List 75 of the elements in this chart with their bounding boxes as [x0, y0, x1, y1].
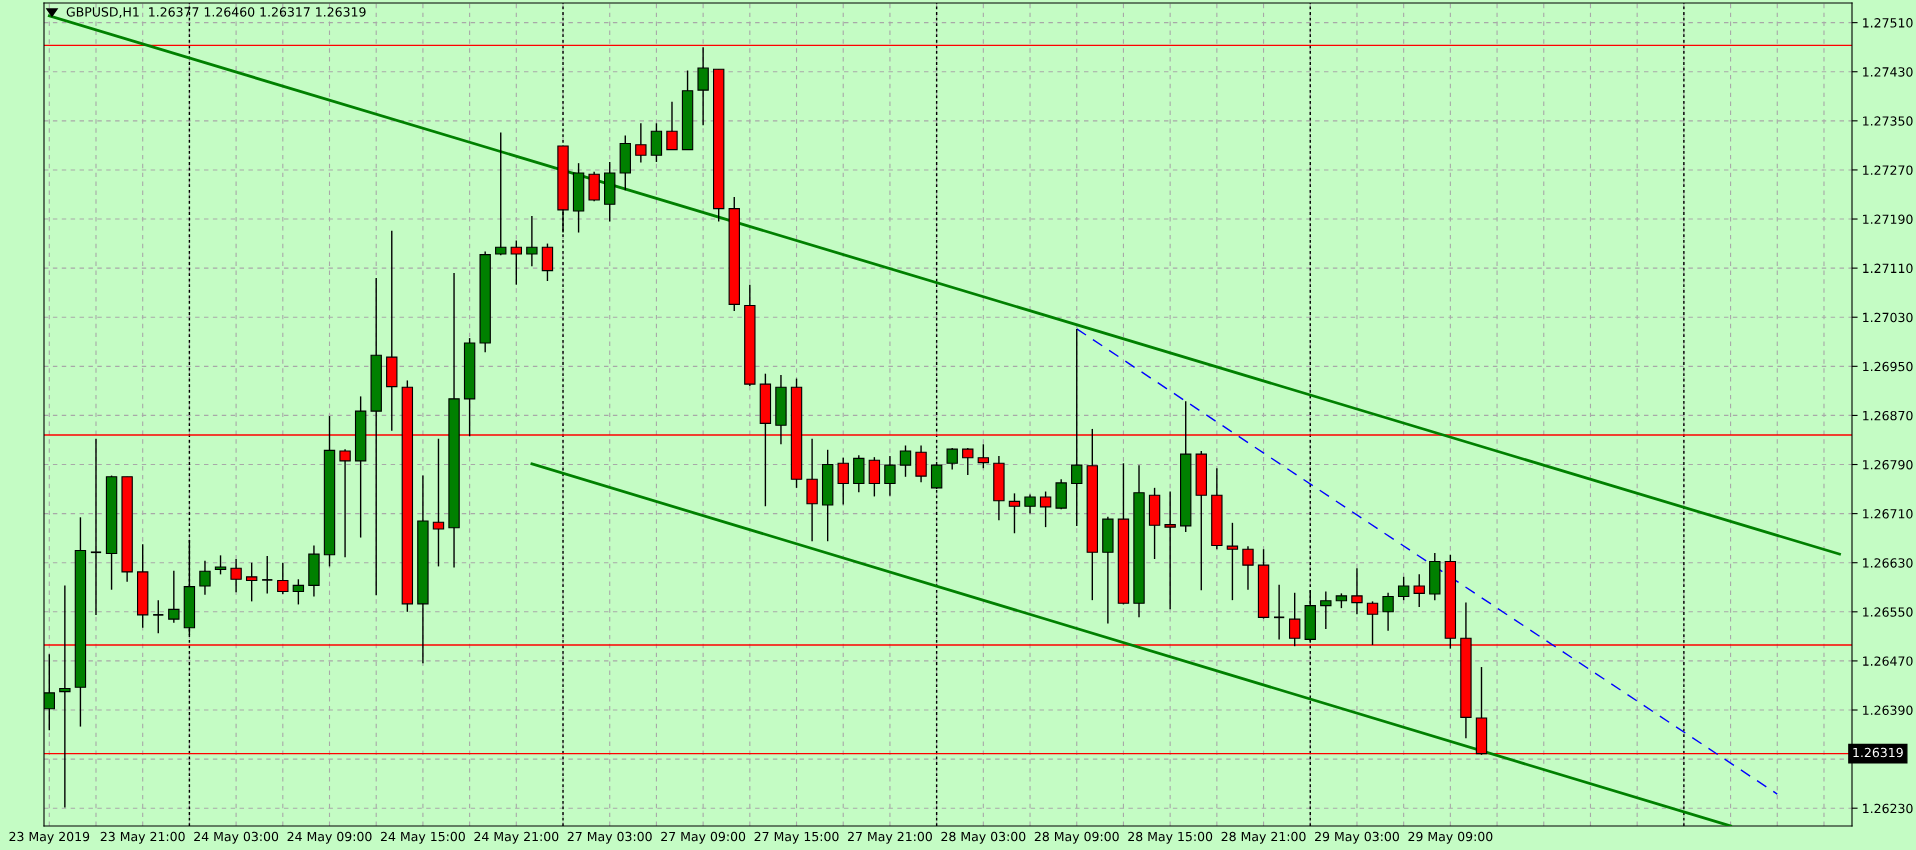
candlestick: [214, 554, 227, 576]
x-tick-label: 28 May 15:00: [1128, 831, 1213, 844]
x-tick-label: 28 May 21:00: [1221, 831, 1306, 844]
y-tick-label: 1.26470: [1863, 656, 1913, 666]
y-tick-label: 1.26550: [1863, 607, 1913, 617]
y-tick-label: 1.26950: [1863, 361, 1913, 372]
candlestick: [261, 555, 274, 595]
x-tick-label: 27 May 15:00: [754, 831, 839, 844]
candlestick: [946, 447, 958, 471]
ref-line-label: 1.26319: [1853, 747, 1903, 758]
candlestick: [90, 438, 102, 616]
candlestick: [1039, 490, 1052, 528]
candlestick: [915, 444, 927, 484]
candlestick: [1351, 567, 1363, 615]
y-tick-label: 1.27510: [1863, 18, 1913, 28]
y-tick-label: 1.26390: [1863, 705, 1913, 715]
candlestick: [59, 584, 71, 809]
candlestick: [230, 558, 242, 593]
candlestick: [277, 562, 289, 595]
x-tick-label: 24 May 21:00: [474, 831, 559, 844]
y-tick-label: 1.27110: [1863, 263, 1913, 274]
x-tick-label: 24 May 15:00: [380, 831, 465, 844]
candlestick: [868, 456, 881, 498]
candlestick: [697, 46, 709, 126]
candlestick: [432, 438, 445, 568]
candlestick: [1242, 545, 1254, 591]
y-tick-label: 1.26630: [1863, 558, 1913, 568]
x-tick-label: 27 May 21:00: [847, 831, 932, 844]
candlestick: [635, 122, 647, 164]
chart-title: GBPUSD,H1 1.26377 1.26460 1.26317 1.26319: [66, 7, 366, 18]
x-tick-label: 23 May 2019: [9, 831, 90, 844]
y-tick-label: 1.26710: [1863, 509, 1913, 519]
candlestick: [245, 562, 258, 603]
x-tick-label: 27 May 09:00: [661, 831, 746, 844]
x-tick-label: 23 May 21:00: [100, 831, 185, 844]
candlestick: [526, 215, 538, 267]
candlestick: [1164, 490, 1176, 611]
candlestick: [1226, 522, 1239, 601]
candlestick: [339, 448, 351, 558]
y-tick-label: 1.27190: [1863, 214, 1913, 224]
candlestick: [152, 599, 165, 634]
candlestick: [962, 447, 974, 476]
candlestick: [1413, 573, 1425, 608]
candlestick: [1024, 493, 1036, 515]
y-tick-label: 1.26870: [1863, 410, 1913, 421]
y-tick-label: 1.27430: [1863, 67, 1913, 77]
x-tick-label: 24 May 03:00: [194, 831, 279, 844]
candlestick: [199, 560, 211, 596]
y-tick-label: 1.27270: [1863, 165, 1913, 175]
candlestick: [1071, 328, 1083, 527]
x-tick-label: 24 May 09:00: [287, 831, 372, 844]
candlestick: [1320, 590, 1332, 630]
candlestick: [666, 101, 678, 151]
candlestick: [292, 578, 305, 606]
candlestick: [977, 443, 990, 469]
candlestick: [495, 131, 507, 256]
y-tick-label: 1.26230: [1863, 803, 1913, 814]
y-tick-label: 1.26790: [1863, 459, 1913, 470]
candlestick: [1382, 592, 1394, 632]
x-tick-label: 29 May 09:00: [1408, 831, 1493, 844]
y-tick-label: 1.27350: [1863, 116, 1913, 126]
y-tick-label: 1.27030: [1863, 312, 1913, 323]
candlestick: [1008, 492, 1021, 534]
candlestick: [884, 455, 896, 497]
candlestick: [168, 569, 180, 624]
candlestick: [899, 444, 912, 478]
candlestick: [510, 239, 523, 286]
candlestick: [1397, 576, 1410, 601]
x-tick-label: 29 May 03:00: [1315, 831, 1399, 844]
candlestick: [837, 457, 849, 506]
x-tick-label: 28 May 03:00: [941, 831, 1026, 844]
x-tick-label: 27 May 03:00: [567, 831, 652, 844]
x-tick-label: 28 May 09:00: [1034, 831, 1119, 844]
candlestick: [650, 122, 663, 163]
candlestick: [541, 242, 554, 282]
